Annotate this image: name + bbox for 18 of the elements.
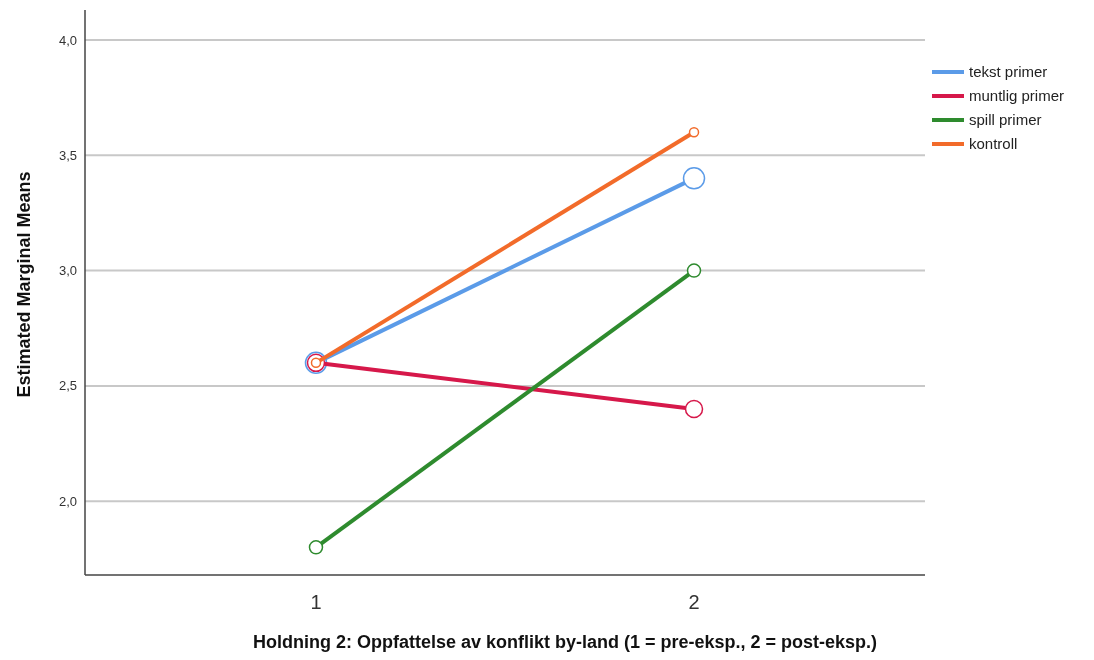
- legend-label: kontroll: [969, 135, 1018, 153]
- point: [684, 399, 704, 419]
- x-tick-label: 2: [688, 591, 700, 613]
- legend-label: muntlig primer: [969, 87, 1065, 105]
- x-axis-title: Holdning 2: Oppfattelse av konflikt by-land (1 = pre-eksp., 2 = post-eksp.): [252, 632, 878, 652]
- point: [308, 540, 324, 555]
- point: [686, 263, 702, 278]
- point: [688, 126, 700, 138]
- y-tick-label: 4,0: [58, 32, 77, 48]
- y-tick-label: 2,5: [58, 378, 77, 394]
- y-tick-label: 3,5: [58, 147, 77, 163]
- x-tick-label: 1: [310, 591, 322, 613]
- legend-label: spill primer: [969, 111, 1042, 129]
- y-tick-label: 2,0: [58, 493, 77, 509]
- y-tick-label: 3,0: [58, 263, 77, 279]
- legend-label: tekst primer: [969, 63, 1048, 81]
- y-axis-title: Estimated Marginal Means: [14, 171, 34, 398]
- point: [682, 167, 706, 190]
